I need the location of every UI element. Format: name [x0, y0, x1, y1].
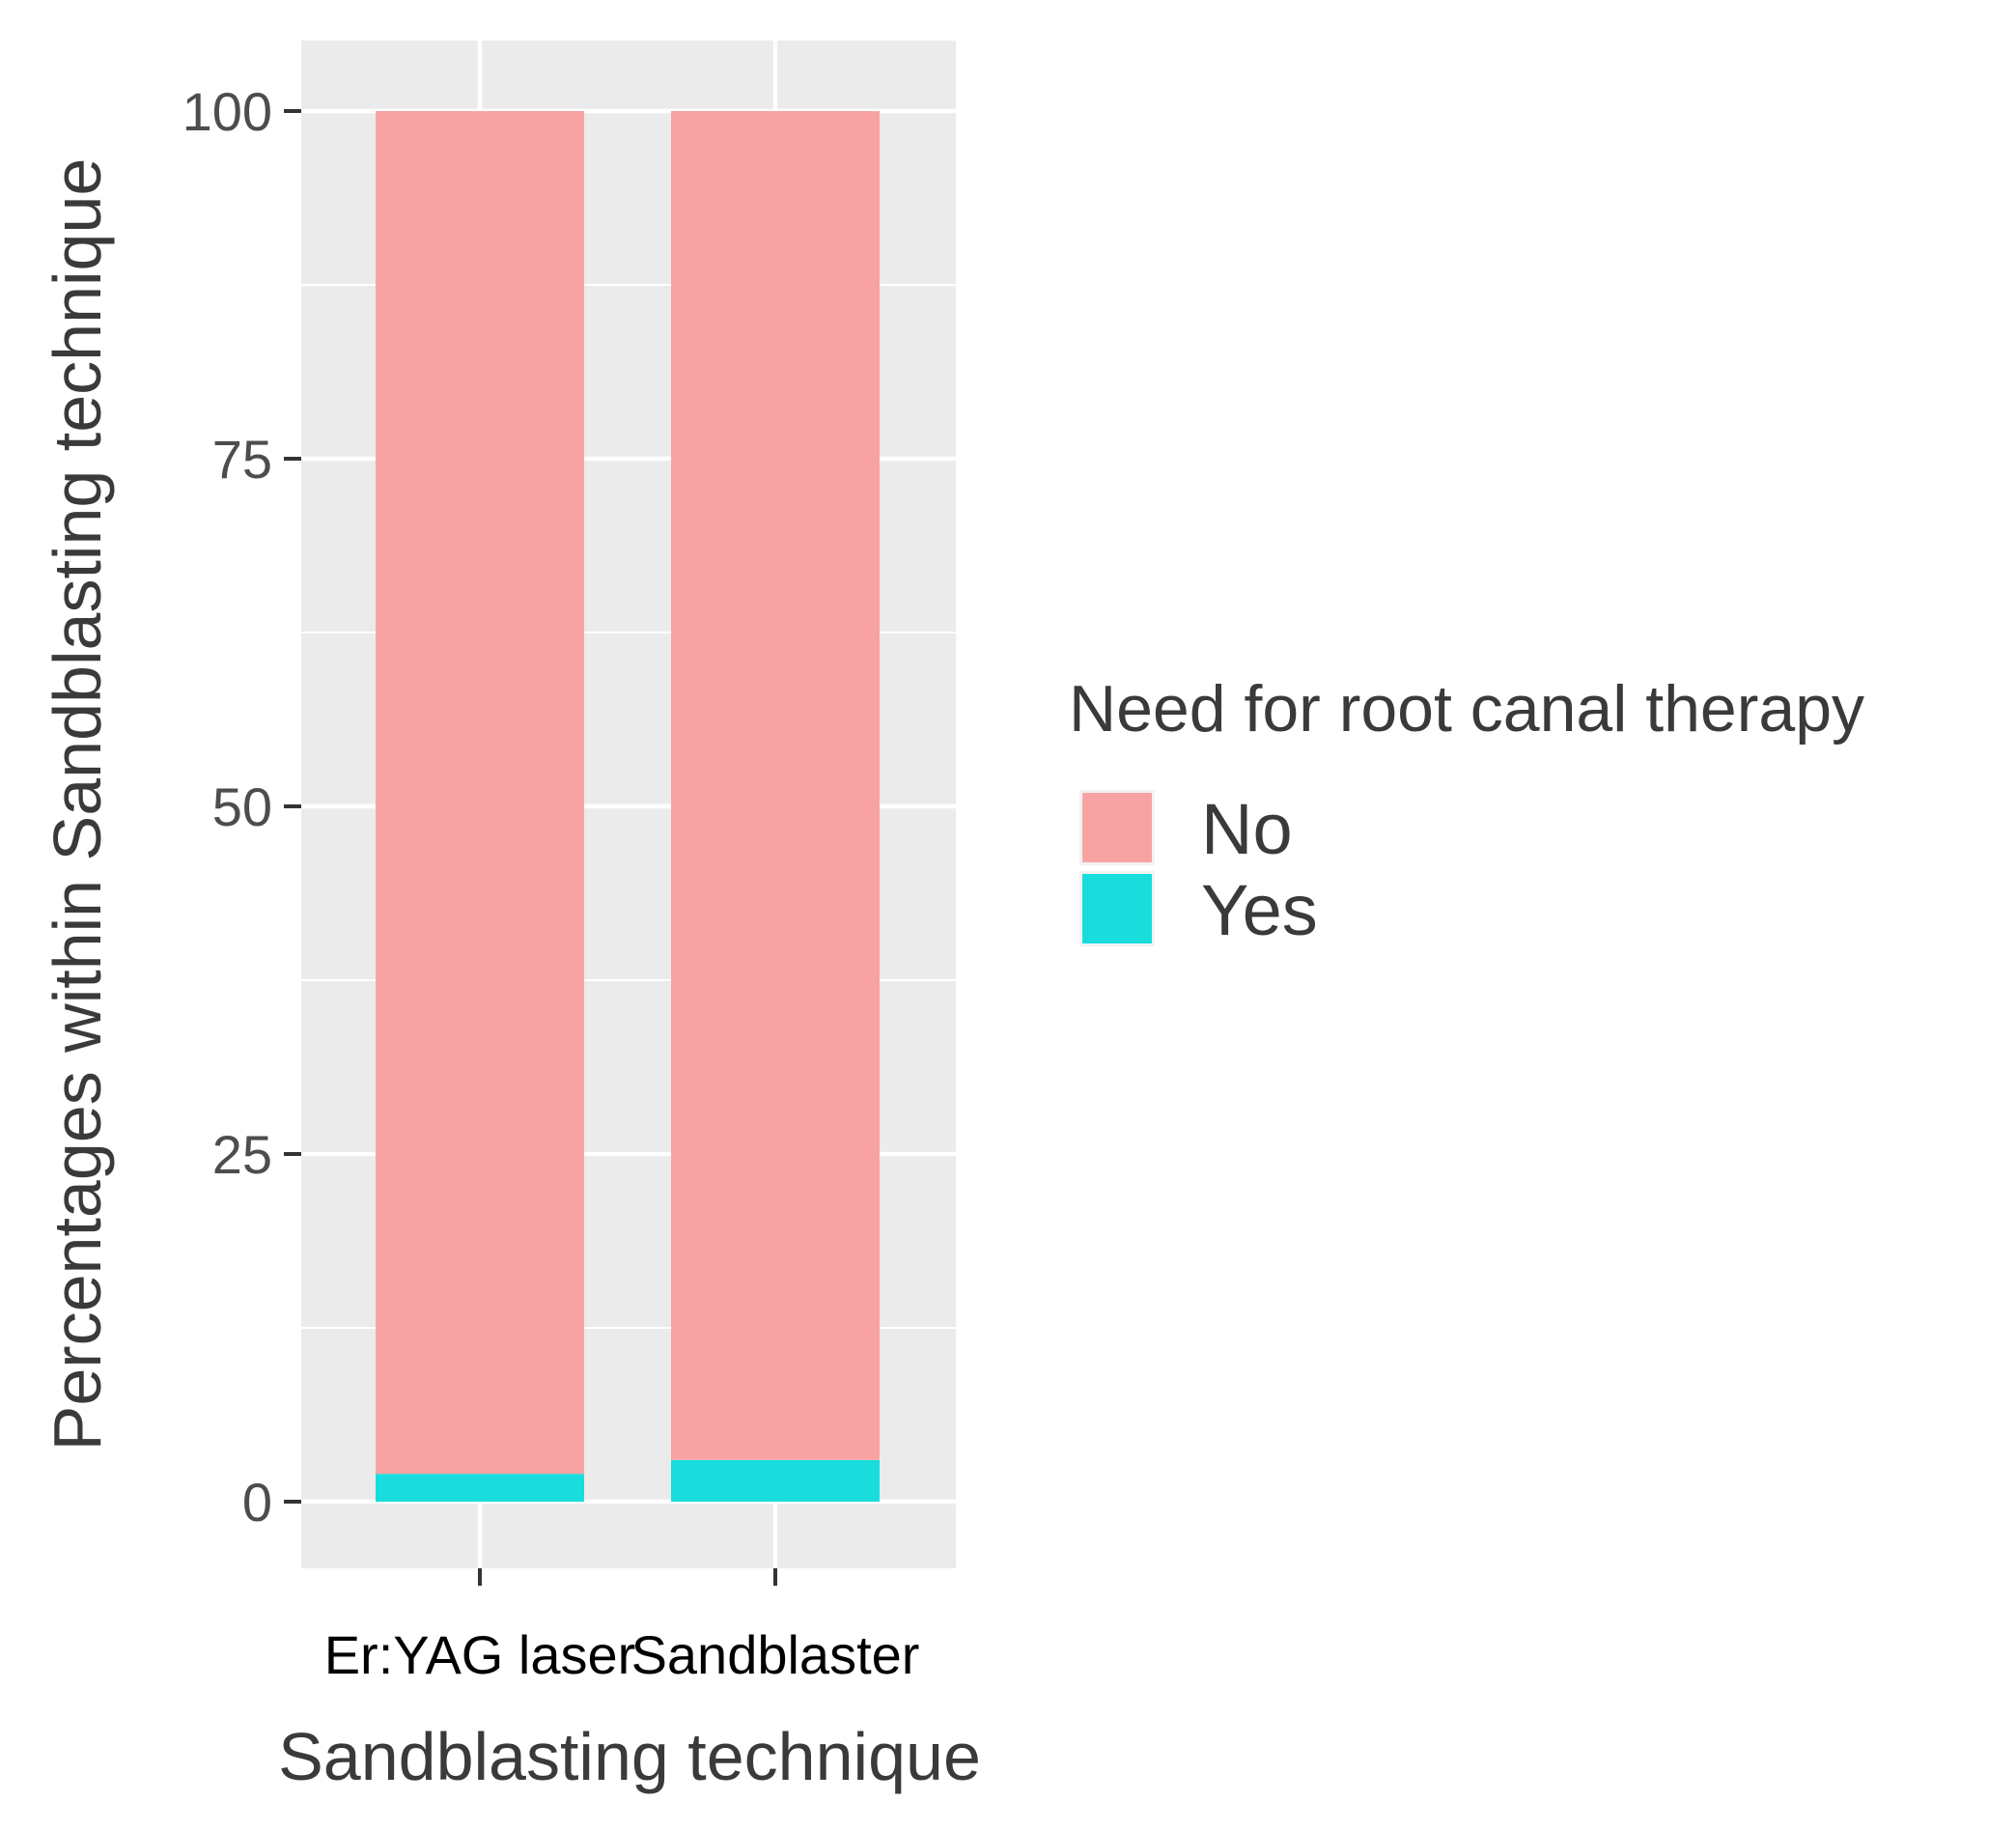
legend-label-yes: Yes	[1201, 870, 1318, 950]
y-tick-label: 100	[182, 81, 272, 142]
y-tick-label: 75	[212, 429, 272, 490]
x-axis-title: Sandblasting technique	[278, 1719, 981, 1794]
legend-label-no: No	[1201, 789, 1293, 869]
bar-no-2	[671, 111, 880, 1460]
legend-key-yes	[1082, 874, 1152, 943]
y-tick-label: 25	[212, 1124, 272, 1185]
x-tick-label: Sandblaster	[631, 1624, 920, 1685]
y-tick-label: 0	[242, 1472, 272, 1533]
bars	[376, 111, 880, 1502]
y-axis: 0 25 50 75 100	[182, 81, 301, 1533]
bar-yes-1	[376, 1474, 584, 1502]
bar-yes-2	[671, 1459, 880, 1502]
y-tick-label: 50	[212, 776, 272, 837]
y-axis-title: Percentages within Sandblasting techniqu…	[40, 158, 115, 1451]
bar-no-1	[376, 111, 584, 1475]
legend-key-no	[1082, 793, 1152, 862]
legend-title: Need for root canal therapy	[1069, 672, 1864, 746]
x-tick-label: Er:YAG laser	[324, 1624, 636, 1685]
